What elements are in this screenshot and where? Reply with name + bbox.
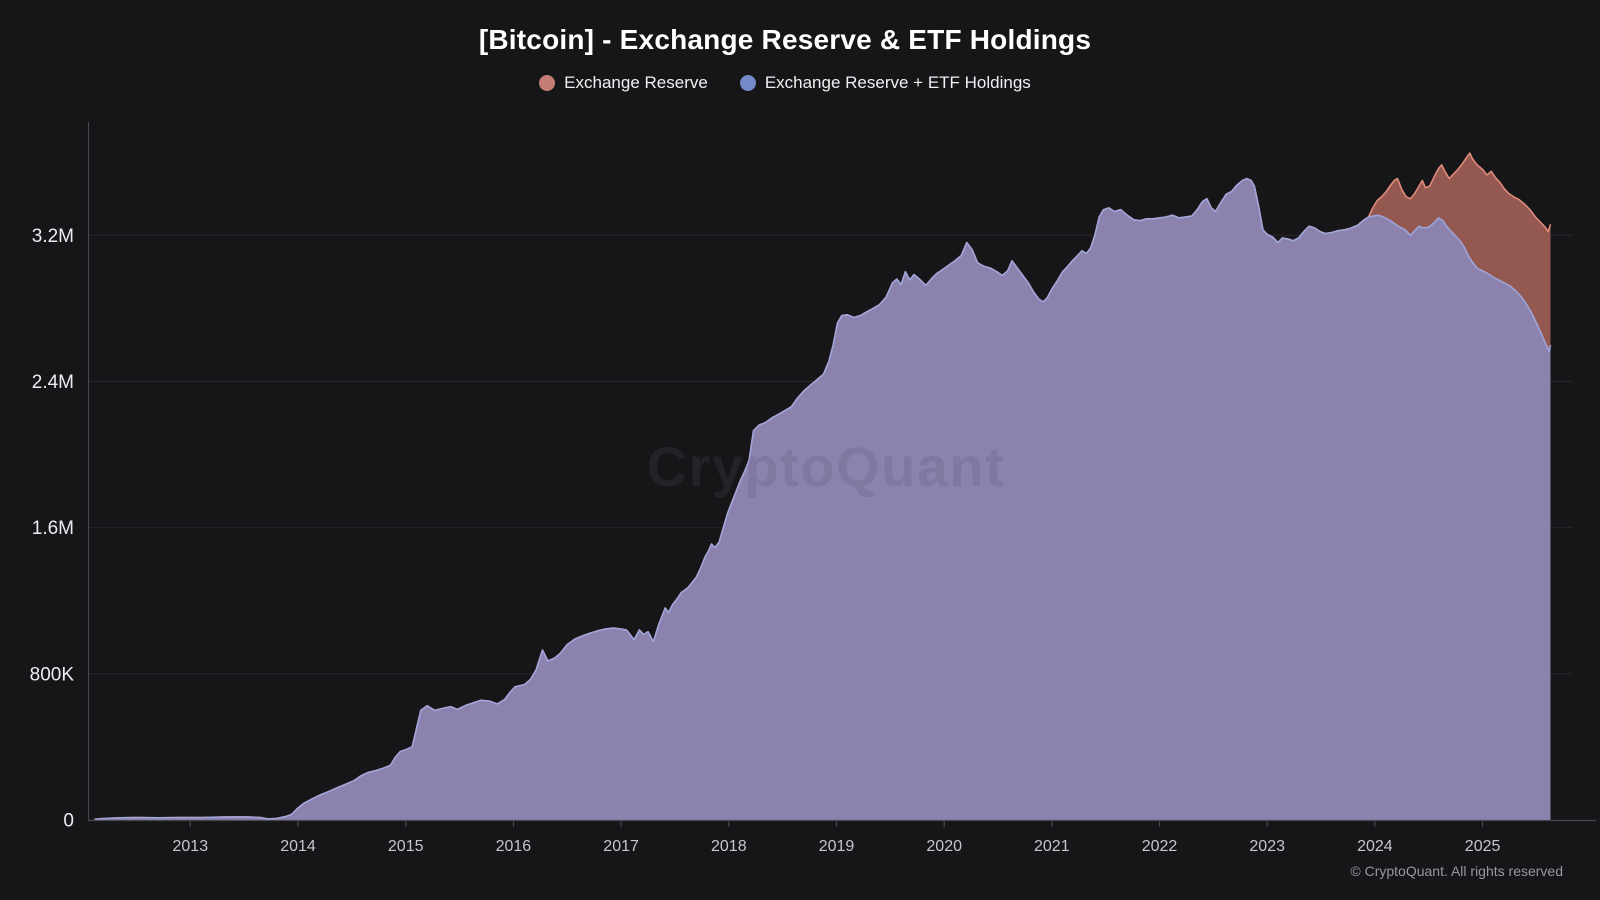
x-axis-label-2019: 2019 bbox=[819, 838, 855, 855]
legend-label-exchange-reserve: Exchange Reserve bbox=[564, 73, 708, 92]
legend-item-exchange-reserve-etf[interactable]: Exchange Reserve + ETF Holdings bbox=[739, 73, 1031, 93]
axes bbox=[87, 122, 1596, 822]
x-axis-label-2022: 2022 bbox=[1142, 838, 1178, 855]
x-axis-label-2015: 2015 bbox=[388, 838, 424, 855]
y-axis-label-800k: 800K bbox=[30, 664, 75, 685]
x-axis-label-2014: 2014 bbox=[280, 838, 316, 855]
x-axis-label-2023: 2023 bbox=[1249, 838, 1285, 855]
x-axis-label-2024: 2024 bbox=[1357, 838, 1393, 855]
y-axis-labels: 0 800K 1.6M 2.4M 3.2M bbox=[30, 226, 75, 832]
legend-dot-exchange-reserve-icon bbox=[539, 75, 556, 91]
legend-label-exchange-reserve-etf: Exchange Reserve + ETF Holdings bbox=[764, 73, 1031, 92]
y-axis-label-1-6m: 1.6M bbox=[32, 518, 74, 539]
copyright-notice: © CryptoQuant. All rights reserved bbox=[1350, 863, 1563, 879]
x-axis-label-2017: 2017 bbox=[603, 838, 639, 855]
x-axis-labels: 2013 2014 2015 2016 2017 2018 2019 2020 2021 2022… bbox=[173, 821, 1501, 855]
x-axis-label-2013: 2013 bbox=[173, 838, 209, 855]
watermark-light: CryptoQuant bbox=[647, 435, 1006, 498]
x-axis-label-2021: 2021 bbox=[1034, 838, 1070, 855]
legend-item-exchange-reserve[interactable]: Exchange Reserve bbox=[539, 73, 708, 93]
x-axis-label-2018: 2018 bbox=[711, 838, 747, 855]
legend: Exchange Reserve Exchange Reserve + ETF … bbox=[539, 73, 1031, 93]
series-areas[interactable] bbox=[94, 152, 1552, 821]
y-axis-label-3-2m: 3.2M bbox=[32, 226, 74, 247]
y-axis-label-0: 0 bbox=[63, 811, 74, 832]
area-exchange-reserve-etf-holdings[interactable] bbox=[94, 178, 1551, 821]
legend-dot-exchange-reserve-etf-icon bbox=[739, 75, 756, 91]
y-axis-label-2-4m: 2.4M bbox=[32, 372, 74, 393]
x-axis-label-2025: 2025 bbox=[1465, 838, 1501, 855]
line-exchange-reserve-etf-holdings[interactable] bbox=[94, 177, 1552, 821]
x-axis-label-2020: 2020 bbox=[926, 838, 962, 855]
x-axis-label-2016: 2016 bbox=[496, 838, 532, 855]
